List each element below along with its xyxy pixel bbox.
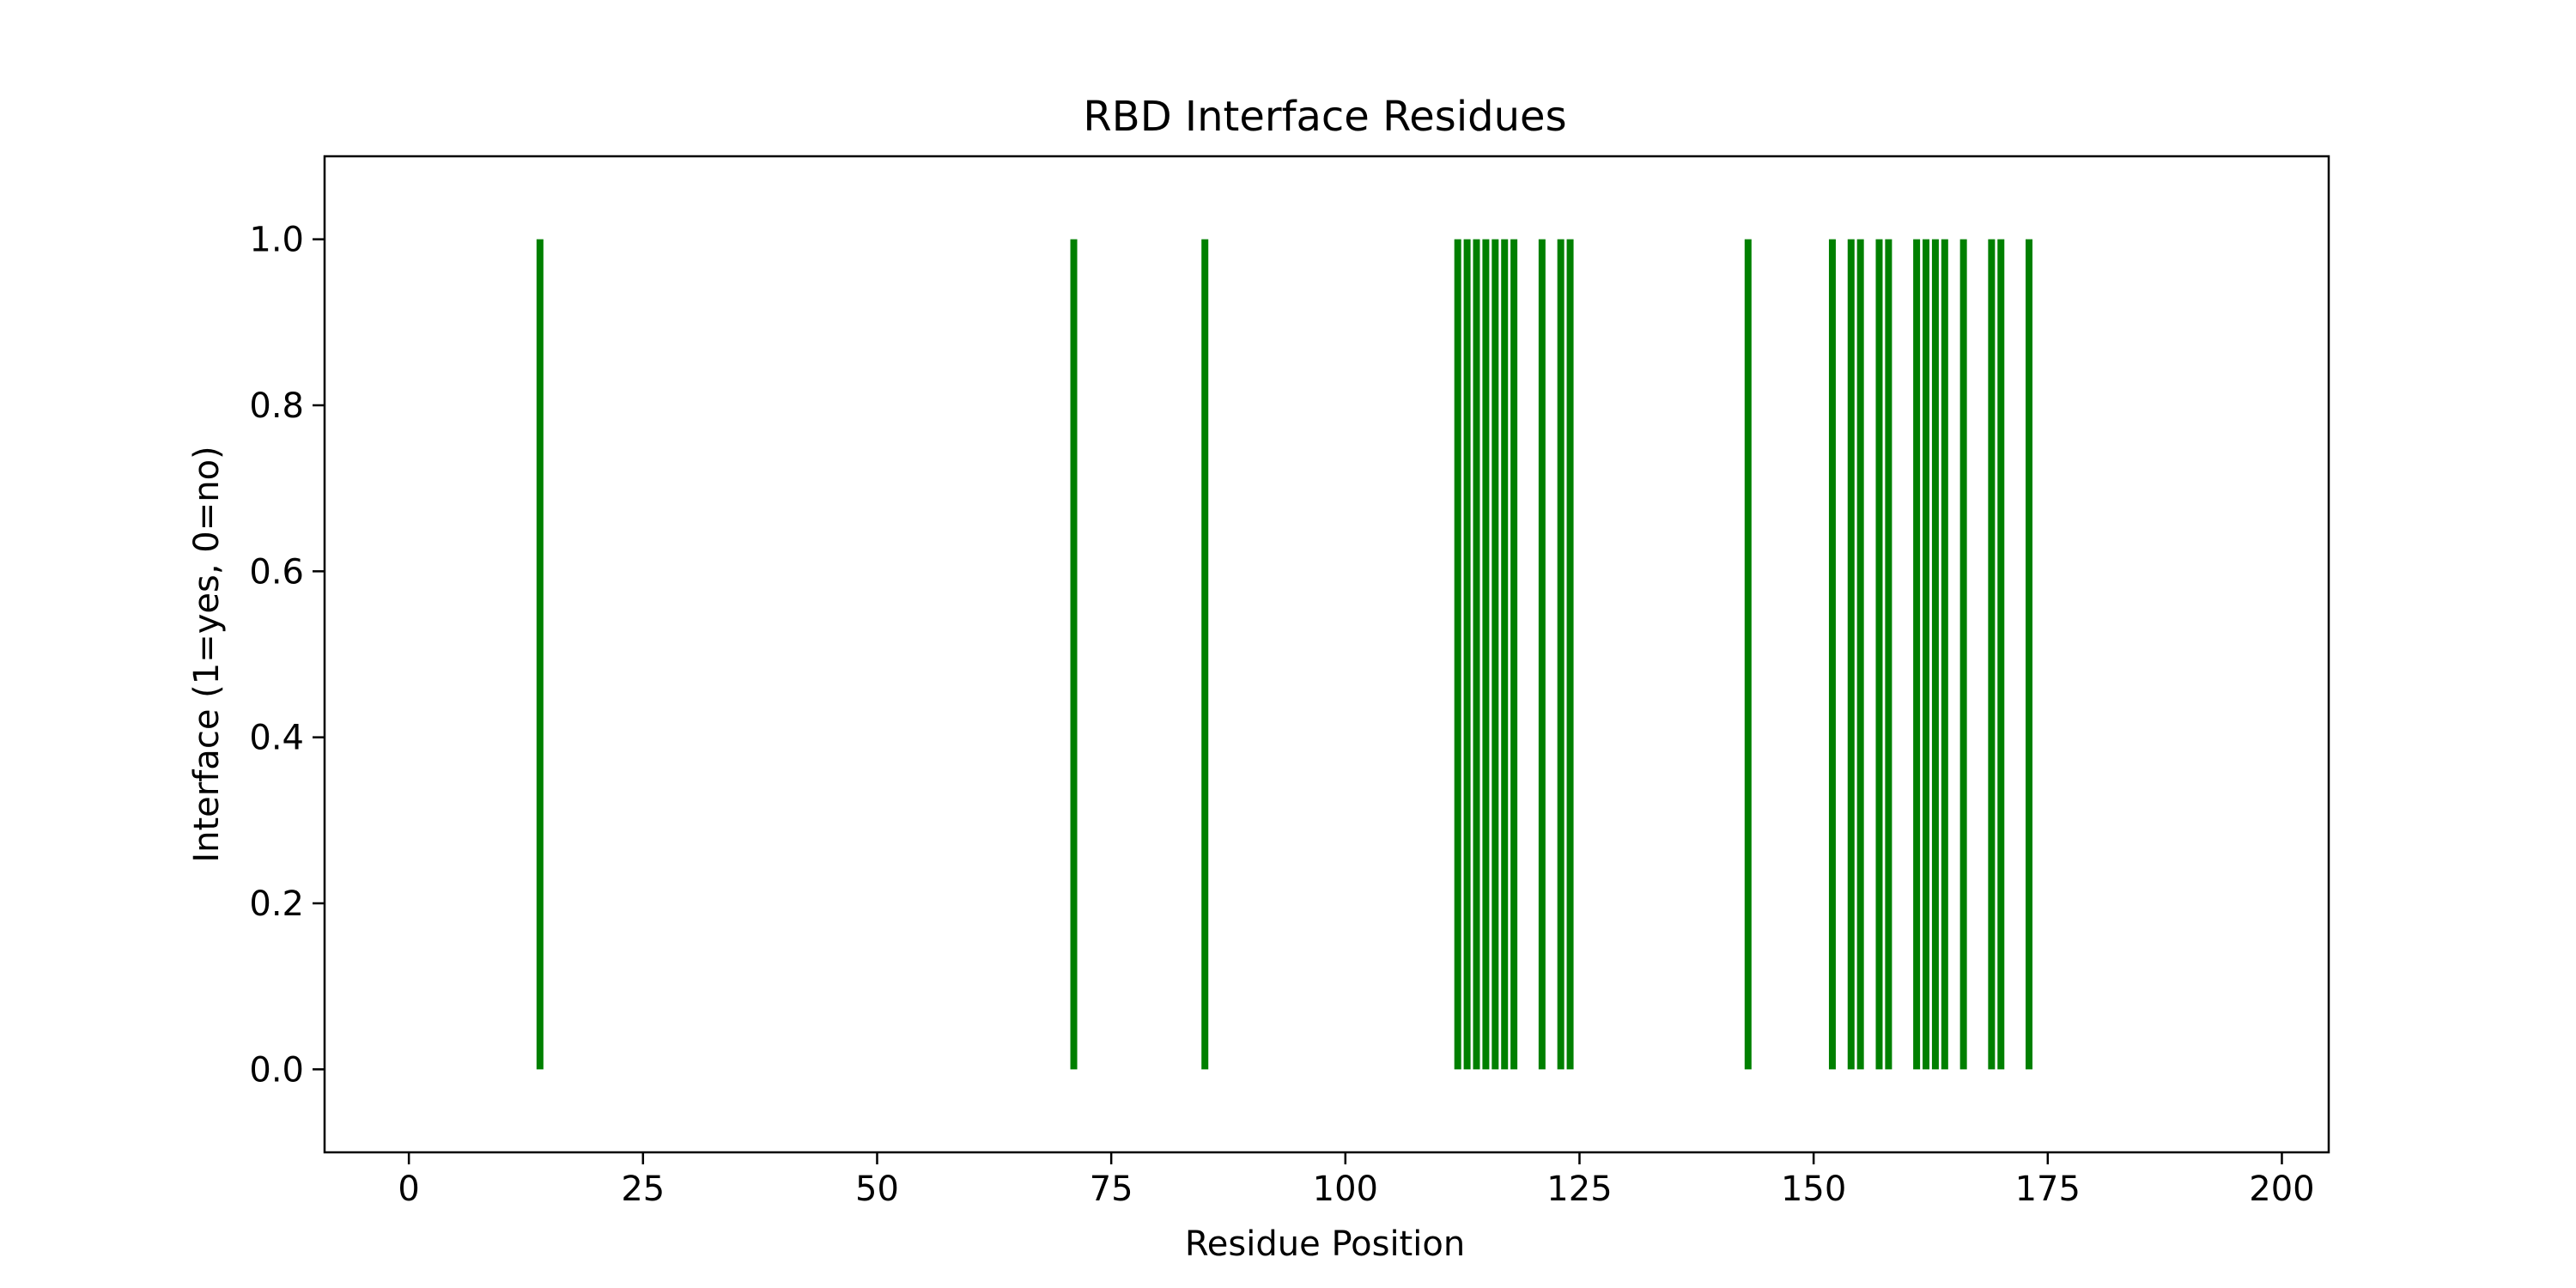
y-tick-label: 0.6 <box>249 552 304 592</box>
x-tick-label: 175 <box>2015 1170 2081 1209</box>
x-tick-label: 25 <box>621 1170 665 1209</box>
x-tick-label: 200 <box>2249 1170 2314 1209</box>
y-tick-label: 0.2 <box>249 884 304 924</box>
y-tick-label: 0.8 <box>249 386 304 426</box>
x-tick-label: 75 <box>1090 1170 1133 1209</box>
plot-area <box>323 155 2330 1154</box>
x-tick-label: 125 <box>1546 1170 1612 1209</box>
chart-title: RBD Interface Residues <box>1083 93 1566 141</box>
y-axis-label: Interface (1=yes, 0=no) <box>187 446 227 862</box>
x-tick-label: 150 <box>1781 1170 1846 1209</box>
interface-lines <box>536 239 2032 1070</box>
y-axis: 0.0 0.2 0.4 0.6 0.8 1.0 <box>249 221 325 1090</box>
y-tick-label: 0.4 <box>249 719 304 758</box>
y-tick-label: 0.0 <box>249 1050 304 1090</box>
x-axis-label: Residue Position <box>1185 1224 1465 1264</box>
x-axis: 0 25 50 75 100 125 150 175 200 <box>398 1152 2315 1209</box>
y-tick-label: 1.0 <box>249 221 304 260</box>
x-tick-label: 100 <box>1313 1170 1378 1209</box>
x-tick-label: 50 <box>855 1170 899 1209</box>
x-tick-label: 0 <box>398 1170 419 1209</box>
axes-frame <box>323 155 2330 1154</box>
